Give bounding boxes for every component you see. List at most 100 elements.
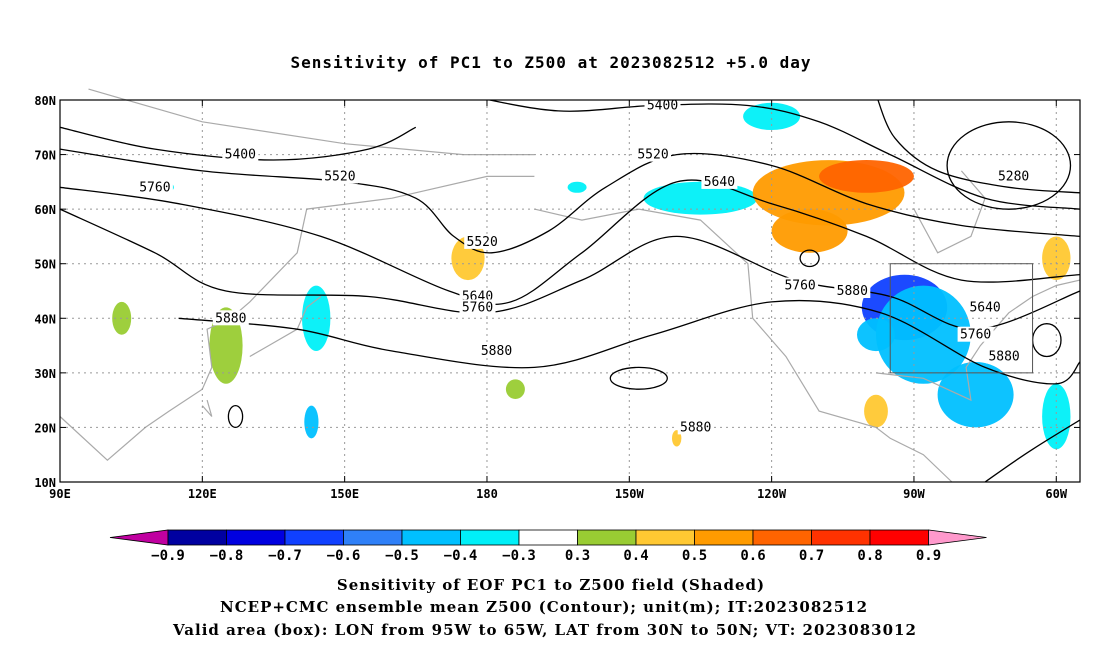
coastline-4 xyxy=(201,399,213,417)
contour-label-5280-0-0-bg xyxy=(995,168,1032,184)
colorbar-swatch-2 xyxy=(284,529,344,546)
colorbar-label-12: 0.8 xyxy=(857,548,882,564)
chart-title: Sensitivity of PC1 to Z500 at 2023082512… xyxy=(290,53,811,72)
colorbar-label-3: −0.6 xyxy=(327,548,361,564)
y-tick-label-1: 70N xyxy=(34,149,56,163)
contour-label-5760-5-1: 5760 xyxy=(462,300,493,315)
contour-label-5760-5-0: 5760 xyxy=(139,180,170,195)
shaded-region-16 xyxy=(209,307,243,384)
map-plot-area: 5280540054005520552055205640564056405760… xyxy=(59,88,1081,483)
contour-label-5520-3-0: 5520 xyxy=(467,235,498,250)
y-tick-label-6: 20N xyxy=(34,421,56,435)
x-tick-label-1: 120E xyxy=(188,487,217,501)
colorbar-label-11: 0.7 xyxy=(799,548,824,564)
contour-label-5880-6-2: 5880 xyxy=(837,284,868,299)
contour-label-5400-2-0-bg xyxy=(644,97,681,113)
colorbar-label-2: −0.7 xyxy=(268,548,302,564)
colorbar-swatch-5 xyxy=(460,529,520,546)
colorbar-swatch-4 xyxy=(401,529,461,546)
colorbar-label-13: 0.9 xyxy=(916,548,941,564)
closed-contour-1 xyxy=(799,249,820,268)
caption-line-1: Sensitivity of EOF PC1 to Z500 field (Sh… xyxy=(337,576,765,594)
colorbar-swatch-8 xyxy=(635,529,695,546)
shaded-region-4 xyxy=(1042,383,1071,450)
colorbar-label-1: −0.8 xyxy=(210,548,244,564)
colorbar-label-9: 0.5 xyxy=(682,548,707,564)
closed-contour-3 xyxy=(227,404,244,429)
closed-contour-4 xyxy=(946,121,1072,210)
colorbar-label-7: 0.3 xyxy=(565,548,590,564)
y-tick-label-3: 50N xyxy=(34,258,56,272)
shaded-region-10 xyxy=(567,181,587,193)
y-tick-label-5: 30N xyxy=(34,367,56,381)
contour-line-5520-3 xyxy=(60,148,1080,254)
colorbar-high-triangle xyxy=(928,529,987,546)
x-tick-label-4: 150W xyxy=(615,487,645,501)
shaded-region-8 xyxy=(643,181,758,215)
contour-label-5880-6-1: 5880 xyxy=(481,344,512,359)
colorbar-swatch-0 xyxy=(167,529,227,546)
caption-line-3: Valid area (box): LON from 95W to 65W, L… xyxy=(172,621,917,639)
shaded-region-13 xyxy=(771,209,848,253)
colorbar-label-10: 0.6 xyxy=(740,548,765,564)
x-tick-label-6: 90W xyxy=(903,487,925,501)
axis-ticks: 90E 120E 150E 180 150W 120W 90W 60W 80N 70N 60N 50N… xyxy=(34,94,1080,501)
y-tick-label-4: 40N xyxy=(34,312,56,326)
contour-label-5760-5-0-bg xyxy=(136,179,173,195)
y-tick-label-7: 10N xyxy=(34,476,56,490)
contour-line-5280-0 xyxy=(877,100,1080,194)
map-frame xyxy=(59,99,1081,483)
colorbar-swatch-6 xyxy=(518,529,578,546)
contour-layer: 5280540054005520552055205640564056405760… xyxy=(60,97,1080,482)
x-tick-label-3: 180 xyxy=(476,487,498,501)
caption-line-2: NCEP+CMC ensemble mean Z500 (Contour); u… xyxy=(220,598,868,616)
colorbar-low-triangle xyxy=(109,529,169,546)
contour-label-5400-1-0: 5400 xyxy=(225,148,256,163)
shaded-region-12 xyxy=(819,160,914,193)
closed-contour-0 xyxy=(609,366,668,390)
y-tick-label-0: 80N xyxy=(34,94,56,108)
contour-line-5760-5 xyxy=(60,208,1080,330)
contour-line-5880-7 xyxy=(984,419,1080,482)
contour-label-5760-5-2: 5760 xyxy=(784,279,815,294)
contour-label-5880-6-3-bg xyxy=(986,348,1023,364)
contour-label-5880-6-1-bg xyxy=(478,343,515,358)
contour-line-5400-2 xyxy=(486,100,1080,210)
contour-label-5880-6-0: 5880 xyxy=(215,311,246,326)
contour-label-5640-4-1: 5640 xyxy=(704,175,735,190)
colorbar-swatch-12 xyxy=(869,529,929,546)
contour-label-5880-6-3: 5880 xyxy=(988,350,1019,365)
contour-label-5760-5-3: 5760 xyxy=(960,328,991,343)
colorbar-label-8: 0.4 xyxy=(623,548,648,564)
contour-line-5880-6 xyxy=(178,299,1080,385)
colorbar-swatch-1 xyxy=(226,529,286,546)
shaded-region-19 xyxy=(505,379,525,400)
contour-label-5880-6-0-bg xyxy=(212,310,249,326)
colorbar-swatch-7 xyxy=(577,529,637,546)
contour-label-5760-5-3-bg xyxy=(957,326,994,342)
shaded-region-14 xyxy=(1042,236,1071,281)
contour-label-5520-3-2-bg xyxy=(321,168,358,184)
x-tick-label-2: 150E xyxy=(330,487,359,501)
contour-line-5640-4 xyxy=(60,179,1080,306)
colorbar-label-4: −0.5 xyxy=(385,548,419,564)
x-tick-label-5: 120W xyxy=(757,487,787,501)
contour-label-5760-5-2-bg xyxy=(782,277,819,293)
contour-label-5280-0-0: 5280 xyxy=(998,169,1029,184)
contour-label-5520-3-0-bg xyxy=(464,233,501,249)
contour-label-5400-2-0: 5400 xyxy=(647,99,678,114)
contour-lines xyxy=(60,100,1080,482)
shaded-region-2 xyxy=(857,318,895,352)
coastline-2 xyxy=(875,279,1081,402)
shaded-region-7 xyxy=(743,102,801,130)
coastline-5 xyxy=(913,170,986,254)
contour-line-5400-1 xyxy=(60,126,417,161)
contour-label-5640-4-2: 5640 xyxy=(969,300,1000,315)
contour-label-5880-7-0: 5880 xyxy=(680,420,711,435)
contour-label-5640-4-1-bg xyxy=(701,173,738,189)
contour-label-5520-3-1: 5520 xyxy=(637,148,668,163)
shaded-region-6 xyxy=(304,405,319,439)
contour-label-5520-3-1-bg xyxy=(635,146,671,162)
contour-label-5760-5-1-bg xyxy=(459,299,496,315)
